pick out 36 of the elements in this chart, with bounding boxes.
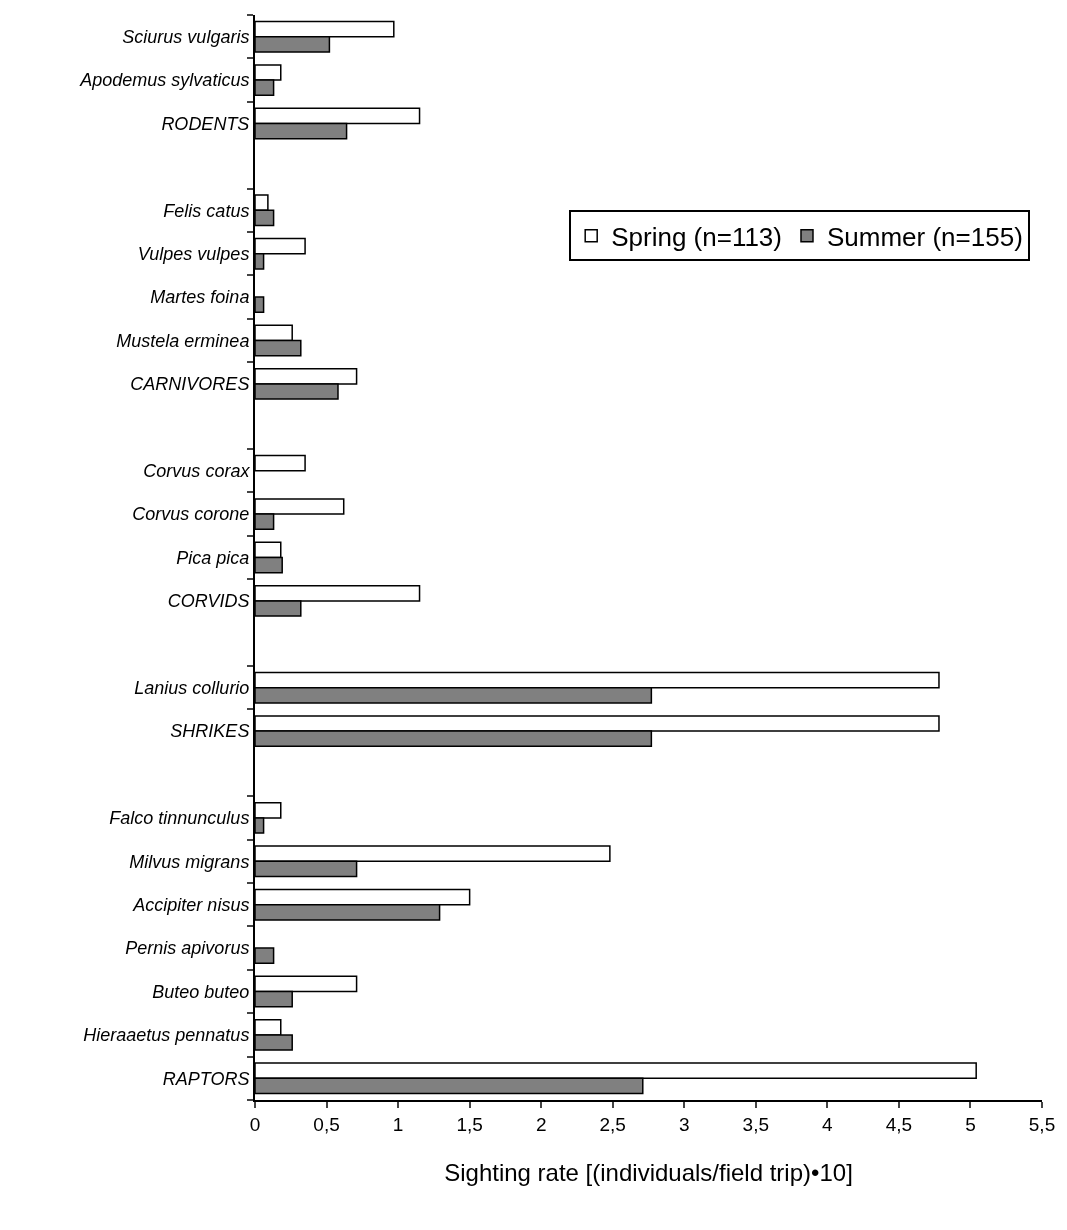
x-tick-label: 3,5 (742, 1113, 770, 1135)
y-tick-label: CARNIVORES (130, 374, 250, 395)
y-tick-label: Buteo buteo (152, 981, 250, 1002)
y-tick-label: Felis catus (163, 200, 250, 221)
x-tick-label: 4,5 (885, 1113, 913, 1135)
y-tick-label: Sciurus vulgaris (122, 27, 250, 47)
x-tick-label: 3 (678, 1113, 690, 1135)
y-tick-label: Pica pica (176, 547, 250, 568)
y-tick-label: Corvus corax (143, 461, 251, 481)
x-tick-label: 2,5 (599, 1113, 626, 1135)
y-tick-label: RAPTORS (162, 1068, 250, 1089)
y-tick-label: CORVIDS (167, 591, 250, 612)
y-tick-label: Pernis apivorus (125, 938, 250, 959)
legend-label: Summer (n=155) (826, 221, 1023, 252)
x-tick-label: 1 (392, 1113, 404, 1135)
x-tick-label: 4 (822, 1113, 834, 1135)
x-tick-label: 2 (535, 1113, 547, 1135)
y-tick-label: Vulpes vulpes (137, 244, 250, 264)
y-tick-label: Corvus corone (132, 504, 250, 525)
y-tick-label: Lanius collurio (134, 678, 250, 698)
legend-label: Spring (n=113) (611, 221, 782, 252)
x-axis-title: Sighting rate [(individuals/field trip)•10] (444, 1158, 853, 1186)
y-tick-label: Apodemus sylvaticus (79, 70, 250, 91)
x-tick-label: 1,5 (456, 1113, 483, 1135)
x-tick-label: 0,5 (313, 1113, 340, 1135)
y-tick-label: Falco tinnunculus (109, 808, 250, 829)
y-tick-label: Mustela erminea (116, 330, 250, 351)
y-tick-label: RODENTS (161, 113, 250, 134)
y-tick-label: Milvus migrans (129, 851, 250, 872)
y-tick-label: SHRIKES (170, 721, 250, 742)
y-tick-label: Martes foina (150, 287, 250, 308)
x-tick-label: 5,5 (1028, 1113, 1056, 1135)
y-tick-label: Accipiter nisus (132, 895, 250, 915)
x-tick-label: 0 (249, 1113, 261, 1135)
x-tick-label: 5 (965, 1113, 976, 1135)
y-tick-label: Hieraaetus pennatus (83, 1025, 250, 1046)
